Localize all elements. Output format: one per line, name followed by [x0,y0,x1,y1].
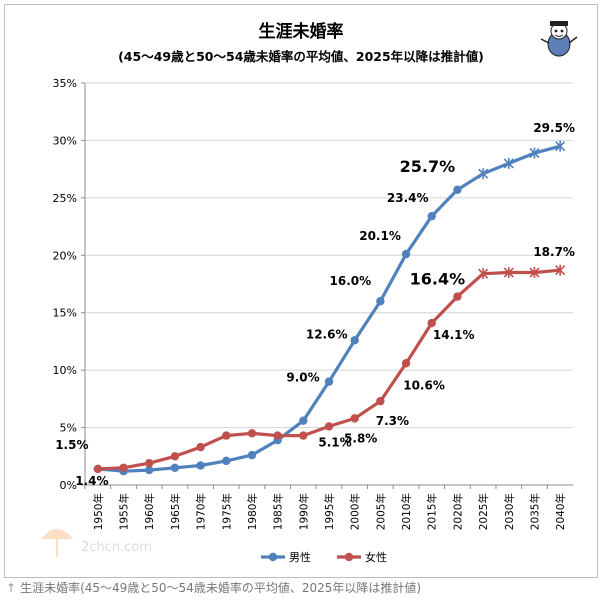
x-tick-label: 2010年 [400,493,413,530]
data-point [401,249,411,259]
x-tick-label: 1960年 [143,493,156,530]
data-point [247,450,257,460]
y-tick-label: 25% [53,192,77,205]
data-label: 16.0% [330,274,372,288]
x-tick-label: 1970年 [195,493,208,530]
x-tick-label: 1985年 [272,493,285,530]
figure-caption: ↑ 生涯未婚率(45～49歳と50～54歳未婚率の平均値、2025年以降は推計値) [6,579,596,599]
data-label: 7.3% [376,414,409,428]
data-label: 1.5% [55,438,88,452]
x-tick-label: 1965年 [169,493,182,530]
data-point [427,212,436,221]
projected-marker [555,264,566,276]
projected-marker [529,267,540,279]
projected-marker [478,168,489,180]
data-label: 5.8% [344,431,377,445]
x-tick-label: 1995年 [323,493,336,530]
y-tick-label: 30% [53,134,77,147]
data-labels: 1.5% 1.4% 9.0% 12.6% 16.0% 20.1% 23.4% 25.7% 29.… [55,121,575,488]
data-point [401,359,411,368]
x-tick-label: 2000年 [349,493,362,530]
data-point [247,429,257,438]
projected-marker [555,140,566,152]
x-tick-label: 2030年 [503,493,516,530]
data-label: 12.6% [306,327,348,341]
projected-marker [503,157,514,169]
projected-marker [478,268,489,280]
x-tick-label: 2035年 [528,493,541,530]
y-tick-label: 35% [53,77,77,90]
legend-marker [268,552,278,562]
x-tick-label: 1990年 [297,493,310,530]
data-point [145,458,154,468]
data-point [93,464,103,474]
data-point [350,414,359,423]
data-point [273,431,282,440]
y-tick-label: 15% [53,307,77,320]
watermark-logo-icon: 2chcn.com [41,529,152,557]
watermark: 2chcn.com [37,517,187,565]
chart-subtitle: (45～49歳と50～54歳未婚率の平均値、2025年以降は推計値) [118,49,484,64]
line-chart: 生涯未婚率 (45～49歳と50～54歳未婚率の平均値、2025年以降は推計値)… [53,21,575,564]
data-point [453,185,462,195]
watermark-text: 2chcn.com [81,540,152,555]
data-label: 16.4% [410,270,466,289]
y-tick-label: 10% [53,364,77,377]
x-tick-label: 2005年 [374,493,387,530]
data-label: 9.0% [286,371,319,385]
data-label: 23.4% [387,191,429,205]
data-point [299,416,308,425]
data-label: 25.7% [400,157,456,176]
grid-lines [85,82,573,429]
chart-title: 生涯未婚率 [259,21,344,42]
legend-marker [344,552,354,562]
chart-frame: 生涯未婚率 (45～49歳と50～54歳未婚率の平均値、2025年以降は推計値)… [4,4,598,578]
projected-marker [529,147,540,159]
data-label: 14.1% [433,328,475,342]
data-point [196,461,205,470]
x-tick-label: 2025年 [477,493,490,530]
data-point [170,452,180,461]
x-tick-label: 1975年 [220,493,233,530]
series-layer [93,140,566,476]
data-point [170,463,180,472]
data-point [350,336,359,345]
legend-label: 女性 [365,550,387,564]
data-label: 10.6% [403,378,445,392]
data-point [119,463,128,472]
x-tick-label: 1950年 [92,493,105,530]
data-label: 5.1% [318,435,351,449]
data-label: 29.5% [533,121,575,135]
x-tick-label: 1980年 [246,493,259,530]
x-tick-label: 2015年 [426,493,439,530]
y-tick-label: 0% [60,479,77,492]
data-point [376,396,385,406]
x-tick-label: 1955年 [118,493,131,530]
projected-marker [503,267,514,279]
data-point [145,465,154,475]
data-point [299,431,308,440]
x-tick-label: 2040年 [554,493,567,530]
legend-label: 男性 [289,550,311,564]
axes: 0% 5% 10% 15% 20% 25% 30% 35% 1950年 1955年 1960年 196… [53,77,573,530]
up-arrow-icon: ↑ [6,581,17,595]
y-tick-label: 20% [53,249,77,262]
data-point [222,431,231,440]
data-point [222,456,231,466]
data-label: 20.1% [359,229,401,243]
caption-text: 生涯未婚率(45～49歳と50～54歳未婚率の平均値、2025年以降は推計値) [20,581,422,595]
data-point [324,377,334,386]
data-point [196,442,205,452]
x-tick-label: 2020年 [451,493,464,530]
data-point [427,318,436,328]
data-point [453,292,462,301]
mascot-icon [540,21,578,57]
data-point [324,422,334,431]
data-label: 1.4% [75,474,108,488]
y-tick-label: 5% [60,422,77,435]
data-point [376,297,385,306]
data-label: 18.7% [533,245,575,259]
legend: 男性 女性 [261,550,387,564]
